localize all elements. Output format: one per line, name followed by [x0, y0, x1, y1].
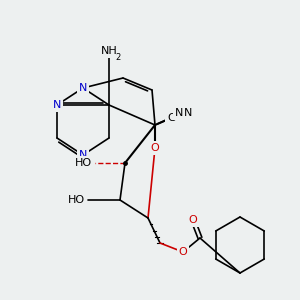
Text: O: O	[178, 247, 188, 257]
Text: N: N	[184, 108, 192, 118]
Text: N: N	[79, 83, 87, 93]
Text: N: N	[175, 108, 183, 118]
Text: O: O	[151, 143, 159, 153]
Text: O: O	[189, 215, 197, 225]
Text: NH: NH	[100, 46, 117, 56]
Text: N: N	[53, 100, 61, 110]
Text: HO: HO	[75, 158, 92, 168]
Text: 2: 2	[116, 52, 121, 62]
Text: N: N	[79, 150, 87, 160]
Text: HO: HO	[68, 195, 85, 205]
Text: C: C	[167, 113, 175, 123]
